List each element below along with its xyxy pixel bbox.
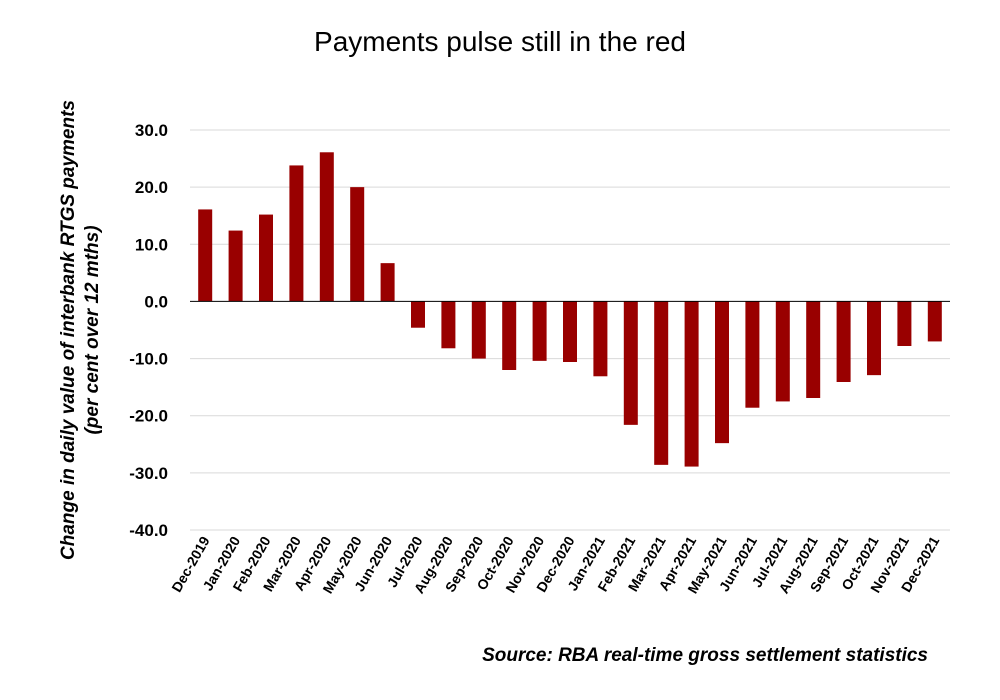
bar (319, 152, 334, 302)
y-tick-label: 20.0 (135, 178, 168, 197)
y-tick-label: -40.0 (129, 521, 168, 540)
bar (684, 301, 699, 467)
bar (927, 301, 942, 342)
bar (897, 301, 912, 346)
axes (190, 300, 950, 531)
bar (867, 301, 881, 376)
bar (441, 301, 456, 349)
bar (502, 301, 517, 370)
bar (654, 301, 669, 465)
source-note: Source: RBA real-time gross settlement s… (482, 645, 928, 666)
bars (198, 152, 942, 467)
bar (289, 165, 304, 302)
bar (623, 301, 638, 425)
bar (471, 301, 486, 359)
bar (380, 263, 395, 302)
bar (198, 209, 213, 302)
bar (775, 301, 790, 402)
y-tick-label: 0.0 (144, 292, 168, 311)
y-tick-labels: 30.0 20.0 10.0 0.0 -10.0 -20.0 -30.0 -40.0 (129, 121, 168, 540)
y-tick-label: -30.0 (129, 464, 168, 483)
y-axis-label-line1: Change in daily value of interbank RTGS … (58, 100, 79, 560)
y-tick-label: -20.0 (129, 407, 168, 426)
chart-title: Payments pulse still in the red (314, 26, 686, 57)
y-tick-label: 10.0 (135, 235, 168, 254)
bar (745, 301, 760, 408)
bar (411, 301, 425, 328)
bar (806, 301, 821, 398)
y-tick-label: -10.0 (129, 350, 168, 369)
bar (259, 214, 273, 302)
bar (836, 301, 851, 382)
bar (563, 301, 577, 362)
bar (715, 301, 729, 444)
y-axis-label-line2: (per cent over 12 mths) (82, 225, 103, 434)
bar (593, 301, 608, 377)
y-tick-label: 30.0 (135, 121, 168, 140)
bar (228, 230, 243, 302)
bar (532, 301, 547, 361)
x-tick-labels: Dec-2019Jan-2020Feb-2020Mar-2020Apr-2020… (168, 533, 942, 596)
bar (350, 187, 365, 302)
